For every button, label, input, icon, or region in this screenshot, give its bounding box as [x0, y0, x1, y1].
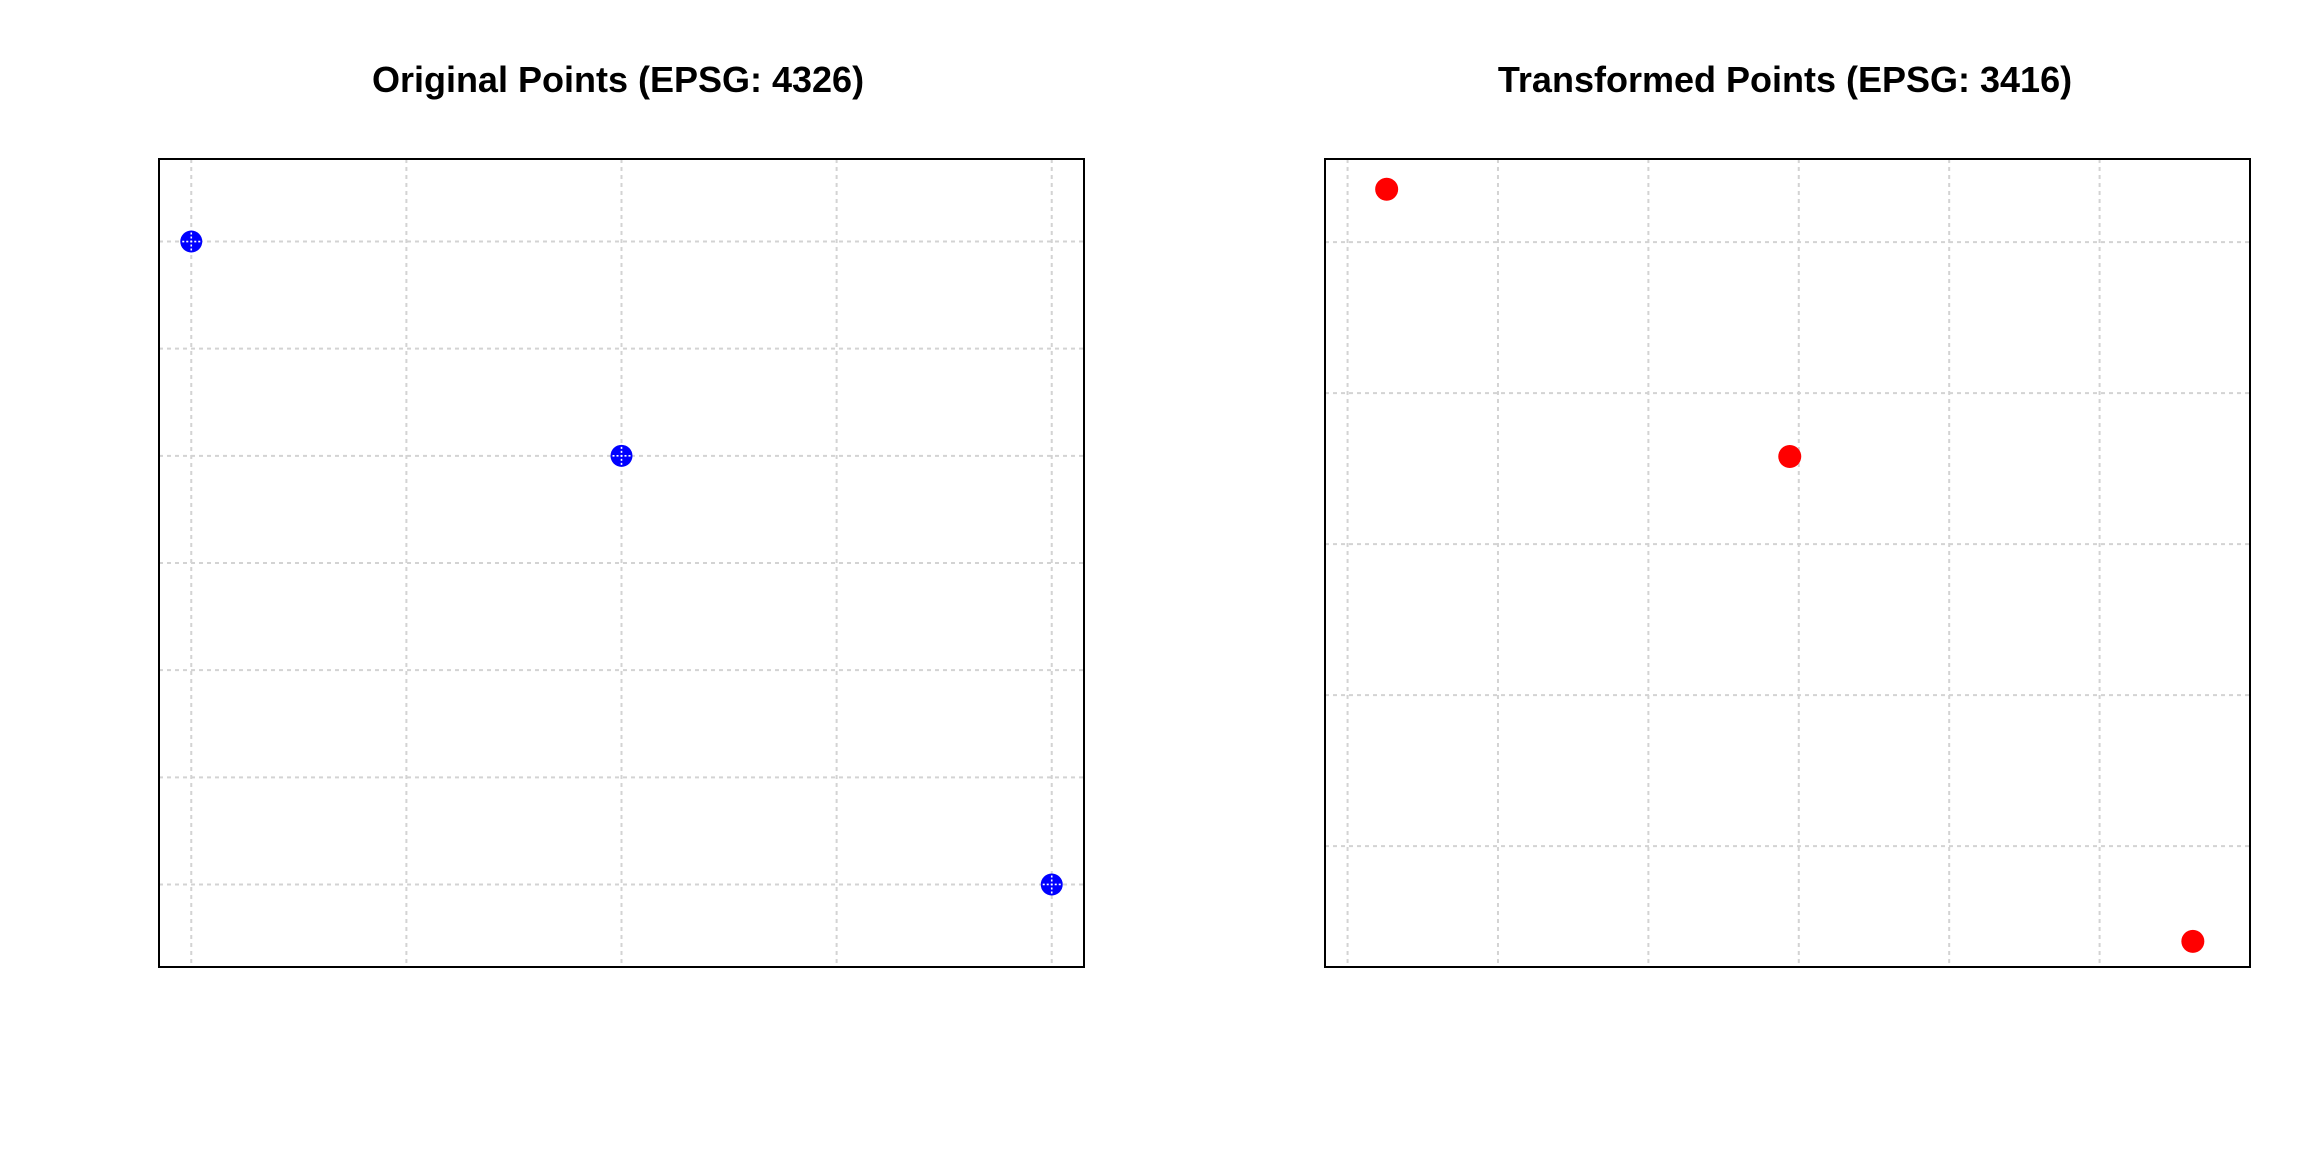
data-point-original-1 — [610, 444, 633, 467]
data-point-marker — [1375, 177, 1399, 201]
data-point-marker — [1778, 445, 1802, 469]
data-point-transformed-1 — [1778, 445, 1802, 469]
panel-transformed: Transformed Points (EPSG: 3416) — [1324, 59, 2251, 968]
plot-frame-transformed — [1324, 158, 2251, 968]
panel-original: Original Points (EPSG: 4326) — [158, 59, 1085, 968]
plot-frame-original — [158, 158, 1085, 968]
chart-title-transformed: Transformed Points (EPSG: 3416) — [1498, 59, 2072, 100]
points-original — [180, 230, 1063, 896]
chart-title-original: Original Points (EPSG: 4326) — [372, 59, 864, 100]
data-point-transformed-0 — [1375, 177, 1399, 201]
data-point-original-0 — [180, 230, 203, 253]
data-point-original-2 — [1040, 873, 1063, 896]
grid-transformed — [1325, 159, 2250, 967]
data-point-marker — [2181, 929, 2205, 953]
data-point-transformed-2 — [2181, 929, 2205, 953]
points-transformed — [1375, 177, 2205, 953]
grid-original — [159, 159, 1084, 967]
